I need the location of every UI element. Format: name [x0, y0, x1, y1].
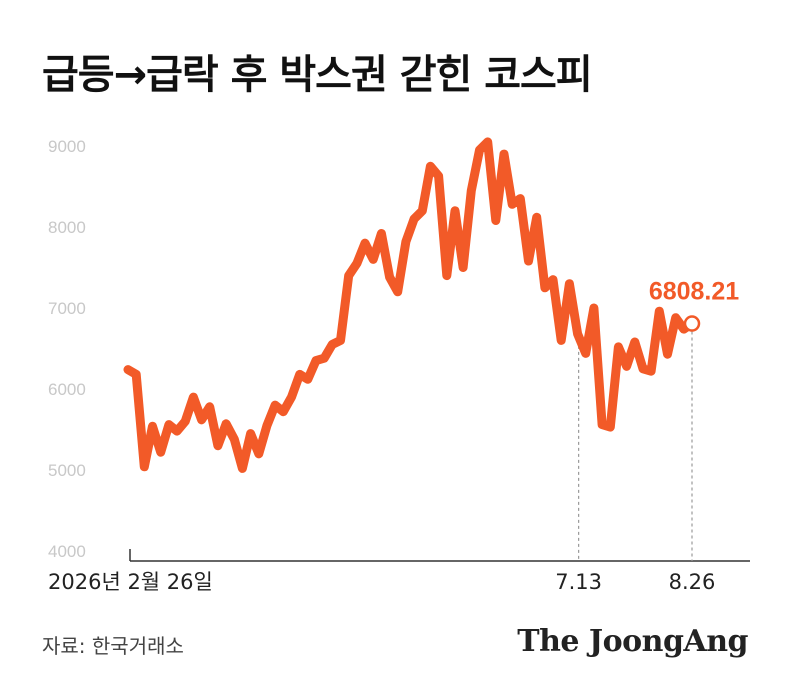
x-tick-label: 2026년 2월 26일 [48, 570, 213, 594]
chart-title: 급등→급락 후 박스권 갇힌 코스피 [42, 52, 593, 98]
last-value-label: 6808.21 [649, 278, 739, 306]
data-source: 자료: 한국거래소 [42, 634, 184, 658]
x-tick-label: 7.13 [555, 570, 602, 594]
y-axis-ticks: 9000 8000 7000 6000 5000 4000 [48, 137, 86, 561]
last-value-marker [683, 315, 701, 332]
x-axis-labels: 2026년 2월 26일 7.13 8.26 [48, 570, 715, 594]
y-tick-label: 5000 [48, 461, 86, 480]
x-tick-label: 8.26 [669, 570, 716, 594]
guide-lines [578, 331, 693, 561]
y-tick-label: 8000 [48, 218, 86, 237]
y-tick-label: 7000 [48, 299, 86, 318]
y-tick-label: 6000 [48, 380, 86, 399]
brand-logo: The JoongAng [517, 624, 748, 659]
kospi-series-line [123, 137, 697, 473]
y-tick-label: 9000 [48, 137, 86, 156]
y-tick-label: 4000 [48, 542, 86, 561]
